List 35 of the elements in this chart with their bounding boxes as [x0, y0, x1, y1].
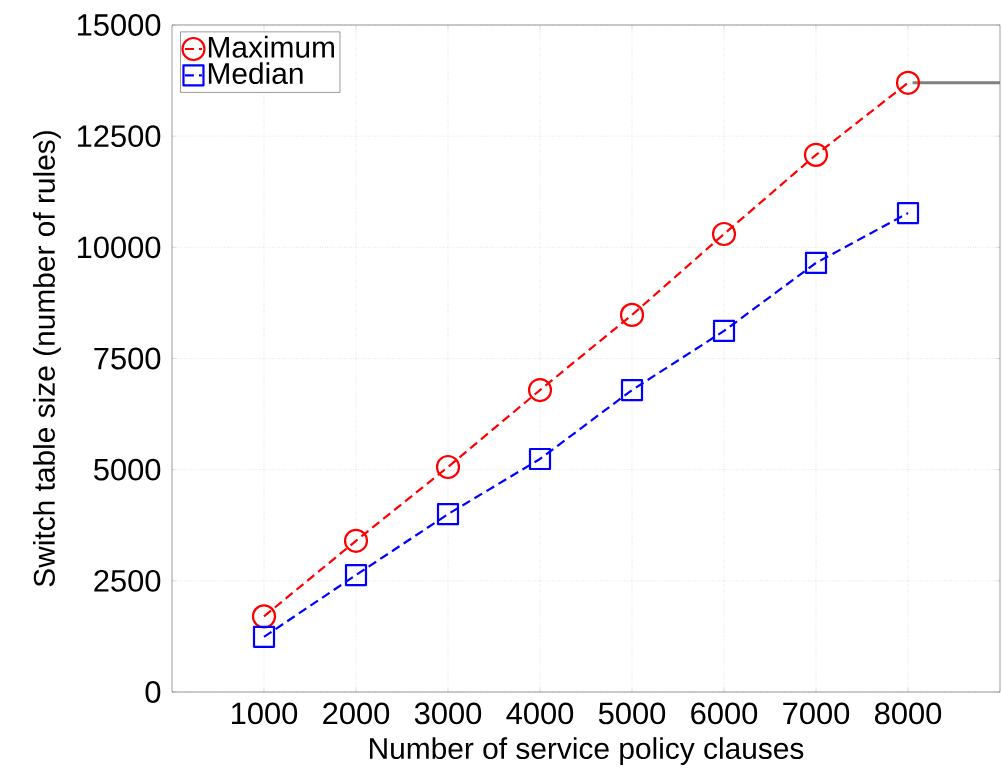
point — [343, 528, 369, 553]
y-axis-title: Switch table size (number of rules) — [32, 131, 61, 587]
y-tick-label: 5000 — [94, 458, 161, 481]
point — [251, 604, 277, 629]
x-tick-label: 1000 — [232, 702, 298, 725]
point — [620, 378, 644, 402]
point — [344, 563, 368, 587]
point — [527, 377, 553, 403]
x-tick-label: 8000 — [875, 702, 942, 725]
y-tick-label: 10000 — [77, 236, 161, 259]
x-axis-title: Number of service policy clauses — [370, 737, 804, 766]
point — [712, 319, 736, 343]
y-tick-label: 12500 — [77, 125, 161, 148]
x-tick-label: 7000 — [783, 702, 850, 725]
point — [803, 142, 829, 167]
point — [804, 251, 828, 274]
x-tick-label: 4000 — [506, 702, 574, 725]
x-tick-label: 2000 — [323, 702, 390, 725]
y-tick-label: 15000 — [77, 14, 161, 36]
point — [252, 625, 276, 648]
point — [895, 70, 921, 95]
y-tick-label: 2500 — [94, 569, 161, 592]
point — [436, 503, 460, 526]
point — [896, 201, 920, 225]
point — [619, 302, 645, 328]
point — [528, 447, 552, 471]
y-tick-label: 0 — [145, 681, 161, 703]
point — [711, 221, 737, 247]
legend-label: Maximum — [208, 35, 334, 58]
legend-label: Median — [208, 62, 303, 85]
point — [435, 454, 461, 480]
y-tick-label: 7500 — [94, 347, 161, 370]
x-tick-label: 3000 — [414, 702, 482, 725]
x-tick-label: 6000 — [691, 702, 758, 725]
x-tick-label: 5000 — [598, 702, 666, 725]
